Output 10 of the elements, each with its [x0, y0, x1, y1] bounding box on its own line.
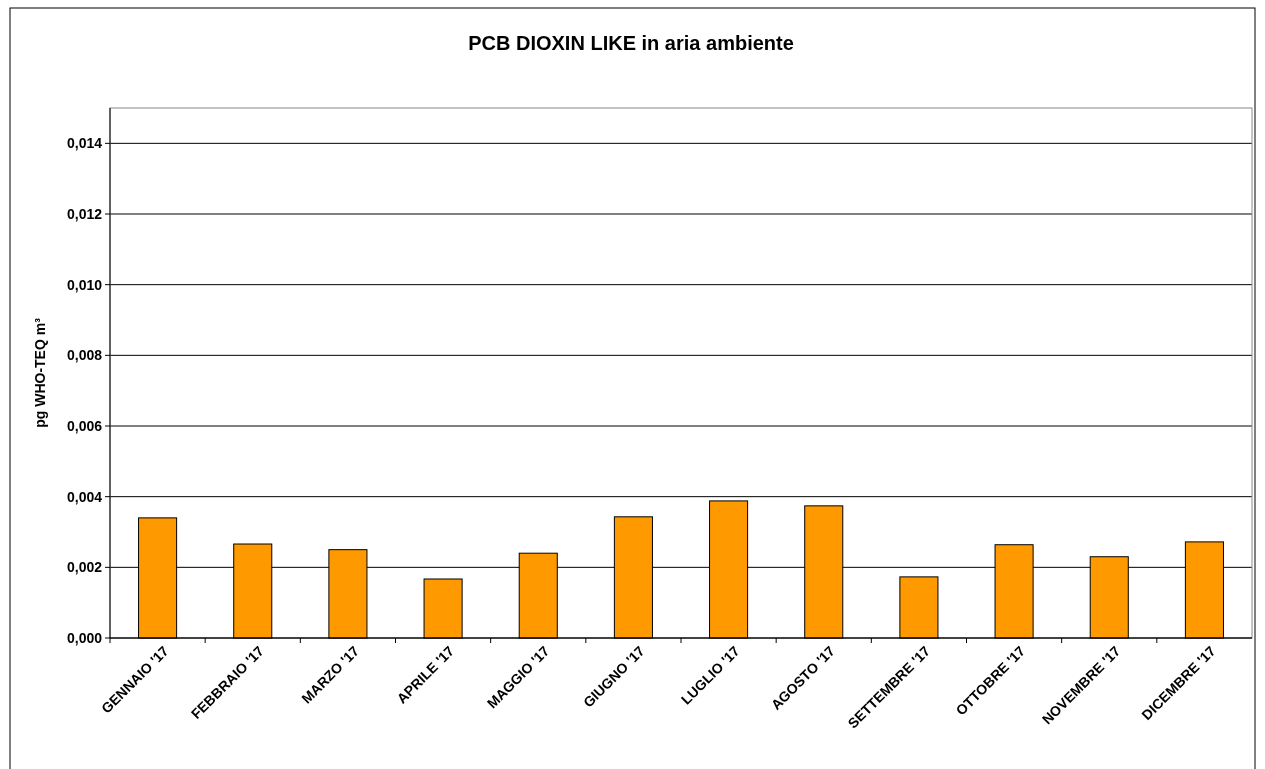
y-tick-label: 0,012 — [66, 205, 103, 222]
y-tick-label: 0,014 — [66, 135, 103, 152]
y-tick-label: 0,008 — [66, 347, 103, 364]
y-tick-label: 0,010 — [66, 276, 103, 293]
y-tick-label: 0,004 — [66, 488, 103, 505]
y-axis-title: pg WHO-TEQ m³ — [32, 317, 48, 428]
y-tick-label: 0,002 — [66, 559, 103, 576]
chart-title: PCB DIOXIN LIKE in aria ambiente — [468, 32, 794, 54]
y-tick-label: 0,000 — [66, 629, 103, 646]
y-tick-label: 0,006 — [66, 417, 103, 434]
